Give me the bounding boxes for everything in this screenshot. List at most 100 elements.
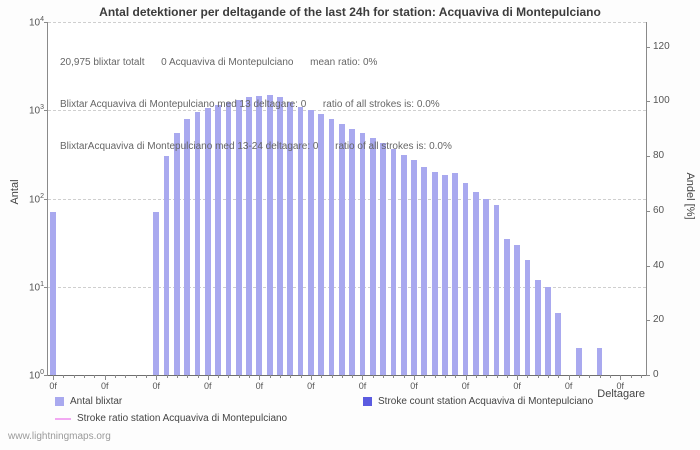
x-minor-tick (279, 375, 281, 378)
x-minor-tick (444, 375, 446, 378)
bar (153, 212, 160, 375)
x-minor-tick (506, 375, 508, 378)
x-major-tick (259, 375, 261, 380)
x-major-tick (568, 375, 570, 380)
x-minor-tick (383, 375, 385, 378)
y-right-tick-label: 20 (653, 314, 665, 326)
x-minor-tick (609, 375, 611, 378)
bar (287, 101, 294, 375)
bar (400, 155, 407, 375)
x-tick-label: 0f (100, 381, 109, 391)
x-minor-tick (352, 375, 354, 378)
y-left-tick (44, 110, 48, 112)
y-right-tick-label: 0 (653, 369, 659, 380)
y-left-tick-label: 100 (28, 369, 44, 382)
y-right-tick-label: 120 (653, 40, 670, 52)
x-minor-tick (393, 375, 395, 378)
bar (555, 313, 562, 375)
x-major-tick (310, 375, 312, 380)
x-minor-tick (300, 375, 302, 378)
x-tick-label: 0f (49, 381, 57, 391)
x-major-tick (156, 375, 158, 380)
x-minor-tick (249, 375, 251, 378)
y-left-tick-label: 104 (28, 16, 44, 29)
x-minor-tick (630, 375, 632, 378)
x-minor-tick (537, 375, 539, 378)
bar (421, 166, 428, 375)
x-minor-tick (135, 375, 137, 378)
x-axis-label: Deltagare (597, 388, 645, 400)
bar (194, 112, 201, 375)
x-minor-tick (424, 375, 426, 378)
x-tick-label: 0f (410, 381, 418, 391)
x-minor-tick (486, 375, 488, 378)
x-minor-tick (176, 375, 178, 378)
bar (235, 100, 242, 375)
y-left-tick (44, 286, 48, 288)
x-major-tick (362, 375, 364, 380)
chart-annotations: 20,975 blixtar totalt 0 Acquaviva di Mon… (60, 28, 452, 182)
x-minor-tick (640, 375, 642, 378)
bar (297, 106, 304, 375)
x-minor-tick (455, 375, 457, 378)
legend-item-antal-blixtar: Antal blixtar (55, 396, 122, 407)
bar (338, 123, 345, 375)
annotation-line-13-24-deltagare: BlixtarAcquaviva di Montepulciano med 13… (60, 141, 452, 152)
legend-label-stroke-count: Stroke count station Acquaviva di Montep… (378, 396, 594, 407)
y-right-tick (646, 375, 650, 376)
y-left-tick-label: 103 (28, 104, 44, 117)
bar (225, 101, 232, 375)
bar (204, 108, 211, 375)
y-left-tick (44, 198, 48, 200)
legend-item-stroke-ratio: Stroke ratio station Acquaviva di Montep… (55, 413, 287, 424)
legend-item-stroke-count: Stroke count station Acquaviva di Montep… (363, 396, 593, 407)
x-minor-tick (115, 375, 117, 378)
bar (576, 348, 582, 375)
x-major-tick (517, 375, 519, 380)
x-minor-tick (238, 375, 240, 378)
x-tick-label: 0f (616, 381, 624, 391)
y-right-tick (646, 101, 650, 103)
bar (452, 172, 459, 375)
y-left-tick (44, 375, 48, 376)
x-major-tick (414, 375, 416, 380)
bar (308, 110, 314, 375)
y-right-tick-label: 80 (653, 150, 665, 162)
bar (256, 96, 263, 375)
y-right-tick-label: 60 (653, 204, 665, 216)
x-minor-tick (290, 375, 292, 378)
chart-title: Antal detektioner per deltagande of the … (99, 5, 601, 19)
x-minor-tick (166, 375, 168, 378)
bar (266, 94, 273, 375)
x-major-tick (620, 375, 622, 380)
bar (596, 348, 603, 375)
x-major-tick (465, 375, 467, 380)
x-minor-tick (578, 375, 580, 378)
bar (524, 260, 531, 375)
annotation-line-13-deltagare: Blixtar Acquaviva di Montepulciano med 1… (60, 99, 440, 110)
x-tick-label: 0f (513, 381, 521, 391)
bar (442, 174, 448, 375)
x-minor-tick (548, 375, 550, 378)
x-minor-tick (228, 375, 230, 378)
bar (163, 156, 170, 375)
plot-area: 20,975 blixtar totalt 0 Acquaviva di Mon… (29, 16, 670, 391)
x-minor-tick (125, 375, 127, 378)
bar (493, 204, 500, 375)
x-minor-tick (84, 375, 86, 378)
y-right-tick (646, 156, 650, 158)
bar (173, 133, 180, 375)
x-tick-label: 0f (461, 381, 470, 391)
y-right-tick-label: 100 (653, 95, 670, 107)
x-tick-label: 0f (358, 381, 367, 391)
bar (318, 114, 325, 375)
legend-swatch-0 (55, 397, 64, 406)
x-tick-label: 0f (307, 381, 315, 391)
bar (369, 138, 376, 375)
x-minor-tick (599, 375, 601, 378)
x-minor-tick (218, 375, 220, 378)
gridline (48, 198, 646, 200)
x-tick-label: 0f (255, 381, 264, 391)
bar (483, 198, 490, 375)
